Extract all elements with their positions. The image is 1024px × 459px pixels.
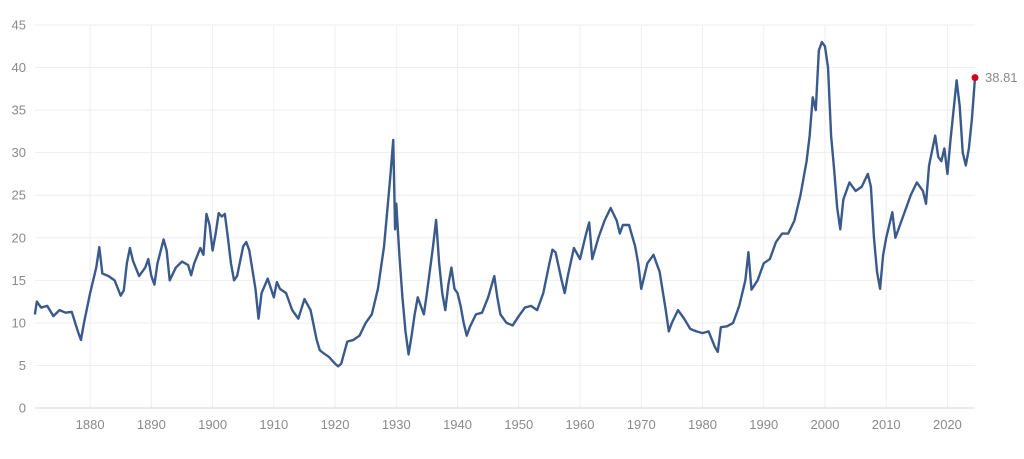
x-tick-label-1900: 1900 — [198, 417, 227, 432]
y-tick-label-45: 45 — [12, 18, 26, 33]
y-tick-label-10: 10 — [12, 315, 26, 330]
y-tick-label-0: 0 — [19, 401, 26, 416]
grid-lines — [35, 24, 975, 408]
last-value-label: 38.81 — [985, 70, 1018, 85]
x-tick-label-2000: 2000 — [811, 417, 840, 432]
x-tick-label-1970: 1970 — [627, 417, 656, 432]
x-tick-label-1990: 1990 — [749, 417, 778, 432]
x-axis-tick-labels: 1880 1890 1900 1910 1920 1930 1940 1950 1960 1970… — [76, 417, 962, 432]
y-tick-label-25: 25 — [12, 188, 26, 203]
x-tick-label-2010: 2010 — [872, 417, 901, 432]
y-tick-label-30: 30 — [12, 145, 26, 160]
y-axis-tick-labels: 0 5 10 15 20 25 30 35 40 45 — [12, 18, 26, 416]
y-tick-label-40: 40 — [12, 60, 26, 75]
x-tick-label-1940: 1940 — [443, 417, 472, 432]
x-tick-label-1880: 1880 — [76, 417, 105, 432]
x-tick-label-1910: 1910 — [259, 417, 288, 432]
y-tick-label-15: 15 — [12, 273, 26, 288]
x-tick-label-1980: 1980 — [688, 417, 717, 432]
y-tick-label-5: 5 — [19, 358, 26, 373]
series-line — [33, 40, 977, 368]
y-tick-label-35: 35 — [12, 103, 26, 118]
last-value-marker[interactable] — [971, 74, 979, 82]
y-tick-label-20: 20 — [12, 230, 26, 245]
x-tick-label-2020: 2020 — [933, 417, 962, 432]
x-tick-label-1950: 1950 — [504, 417, 533, 432]
x-tick-label-1960: 1960 — [566, 417, 595, 432]
x-tick-label-1930: 1930 — [382, 417, 411, 432]
x-tick-label-1890: 1890 — [137, 417, 166, 432]
x-tick-label-1920: 1920 — [321, 417, 350, 432]
